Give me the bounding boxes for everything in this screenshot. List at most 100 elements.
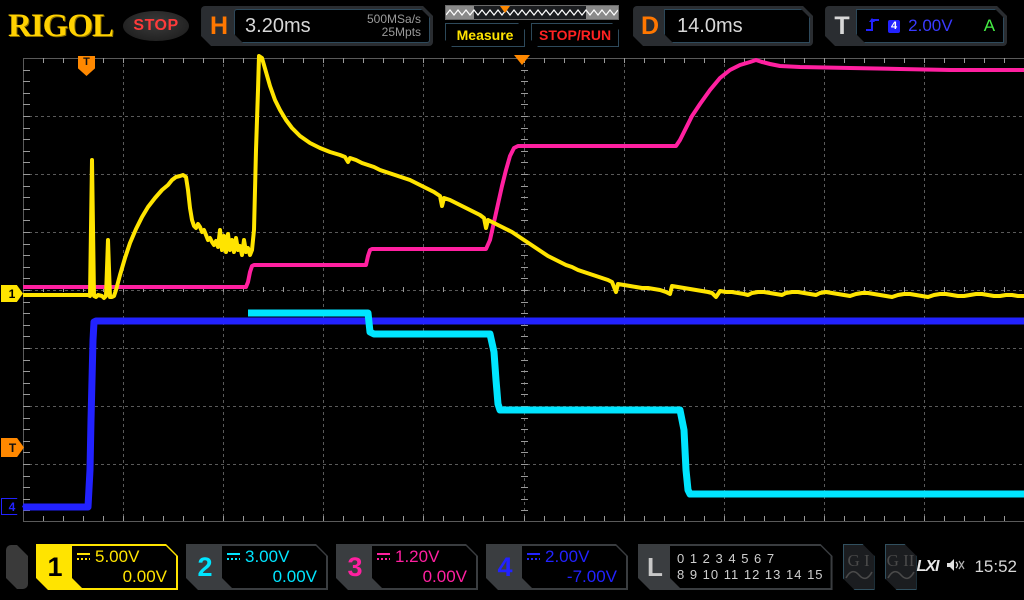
grid-tick xyxy=(521,244,528,245)
channel-button-1[interactable]: 1 5.00V 0.00V xyxy=(36,544,178,590)
channel-offset-marker-t[interactable]: T xyxy=(1,438,24,457)
horizontal-settings-button[interactable]: H 3.20ms 500MSa/s 25Mpts xyxy=(201,6,433,46)
trace-ch1 xyxy=(23,54,1024,300)
grid-tick xyxy=(63,58,64,63)
grid-tick xyxy=(521,209,528,210)
grid-tick xyxy=(521,464,528,465)
grid-tick xyxy=(23,336,30,337)
grid-tick xyxy=(443,58,444,63)
apps-menu-button[interactable] xyxy=(6,545,28,589)
grid-tick xyxy=(521,313,528,314)
grid-tick xyxy=(624,58,625,63)
channel-values-3: 1.20V 0.00V xyxy=(372,546,476,588)
grid-tick xyxy=(23,93,30,94)
grid-tick xyxy=(521,336,528,337)
grid-tick xyxy=(521,452,528,453)
grid-tick xyxy=(223,516,224,521)
grid-tick xyxy=(684,516,685,521)
channel-offset-marker-1[interactable]: 1 xyxy=(1,285,23,302)
grid-tick xyxy=(123,58,124,63)
dc-coupling-icon xyxy=(227,552,240,562)
grid-tick xyxy=(143,287,144,292)
grid-tick xyxy=(521,186,528,187)
grid-tick xyxy=(243,516,244,521)
grid-tick xyxy=(884,287,885,292)
trigger-settings-button[interactable]: T 4 2.00V A xyxy=(825,6,1007,46)
grid-tick xyxy=(343,287,344,292)
grid-tick xyxy=(43,516,44,521)
channel-button-2[interactable]: 2 3.00V 0.00V xyxy=(186,544,328,590)
grid-tick xyxy=(521,510,528,511)
grid-tick xyxy=(183,516,184,521)
grid-tick xyxy=(23,104,30,105)
grid-tick xyxy=(644,58,645,63)
channel-button-3[interactable]: 3 1.20V 0.00V xyxy=(336,544,478,590)
run-state-indicator[interactable]: STOP xyxy=(123,11,190,41)
grid-tick xyxy=(904,58,905,63)
channel-scale-row-3: 1.20V xyxy=(377,547,467,567)
grid-tick xyxy=(964,287,965,292)
dc-coupling-icon xyxy=(527,552,540,562)
grid-tick xyxy=(844,516,845,521)
grid-tick xyxy=(23,267,30,268)
grid-tick xyxy=(423,287,424,292)
grid-tick xyxy=(824,58,825,63)
grid-tick xyxy=(944,58,945,63)
grid-tick xyxy=(23,406,30,407)
grid-tick xyxy=(503,287,504,292)
grid-tick xyxy=(564,516,565,521)
timebase-value: 3.20ms xyxy=(245,14,311,37)
grid-tick xyxy=(521,360,528,361)
grid-tick xyxy=(23,383,30,384)
delay-letter-icon: D xyxy=(641,11,660,40)
measure-button[interactable]: Measure xyxy=(445,23,525,47)
delay-settings-button[interactable]: D 14.0ms xyxy=(633,6,813,46)
grid-tick xyxy=(23,487,30,488)
logic-channels-button[interactable]: L 0 1 2 3 4 5 6 7 8 9 10 11 12 13 14 15 xyxy=(638,544,833,590)
trigger-time-marker-icon[interactable]: T xyxy=(78,56,95,76)
channel-offset-marker-4[interactable]: 4 xyxy=(1,498,23,515)
grid-tick xyxy=(964,516,965,521)
grid-tick xyxy=(521,267,528,268)
channel-button-group: 1 5.00V 0.00V 2 3.00V 0.00V 3 1.20V 0.00V 4 2.00V -… xyxy=(28,544,628,590)
waveform-overview-bar[interactable] xyxy=(445,5,620,20)
generator-2-button[interactable]: G II xyxy=(885,544,917,590)
grid-tick xyxy=(1004,516,1005,521)
grid-tick xyxy=(544,287,545,292)
grid-tick xyxy=(784,516,785,521)
trigger-position-marker-icon[interactable] xyxy=(514,55,530,65)
grid-tick xyxy=(23,151,30,152)
grid-tick xyxy=(521,174,528,175)
grid-tick xyxy=(1004,287,1005,292)
grid-tick xyxy=(521,128,528,129)
grid-tick xyxy=(521,162,528,163)
channel-offset-3: 0.00V xyxy=(422,567,467,586)
trace-ch4 xyxy=(23,317,1024,511)
grid-tick xyxy=(624,516,625,521)
grid-tick xyxy=(984,287,985,292)
grid-tick xyxy=(704,58,705,63)
grid-tick xyxy=(784,287,785,292)
stop-run-button[interactable]: STOP/RUN xyxy=(531,23,619,47)
grid-tick xyxy=(83,287,84,292)
grid-tick xyxy=(744,516,745,521)
waveform-display[interactable]: T 1 T 4 xyxy=(0,52,1024,534)
grid-tick xyxy=(521,371,528,372)
sound-muted-icon[interactable] xyxy=(945,557,967,578)
grid-tick xyxy=(503,58,504,63)
channel-button-4[interactable]: 4 2.00V -7.00V xyxy=(486,544,628,590)
memory-depth-value: 25Mpts xyxy=(381,25,422,39)
delay-values: 14.0ms xyxy=(664,9,810,43)
grid-tick xyxy=(544,58,545,63)
grid-tick xyxy=(521,499,528,500)
channel-offset-2: 0.00V xyxy=(272,567,317,586)
grid-tick xyxy=(23,232,30,233)
grid-tick xyxy=(423,516,424,521)
grid-tick xyxy=(23,313,30,314)
grid-tick xyxy=(744,287,745,292)
grid-tick xyxy=(403,58,404,63)
generator-1-button[interactable]: G I xyxy=(843,544,875,590)
grid-tick xyxy=(403,287,404,292)
grid-tick xyxy=(223,287,224,292)
grid-tick xyxy=(804,287,805,292)
